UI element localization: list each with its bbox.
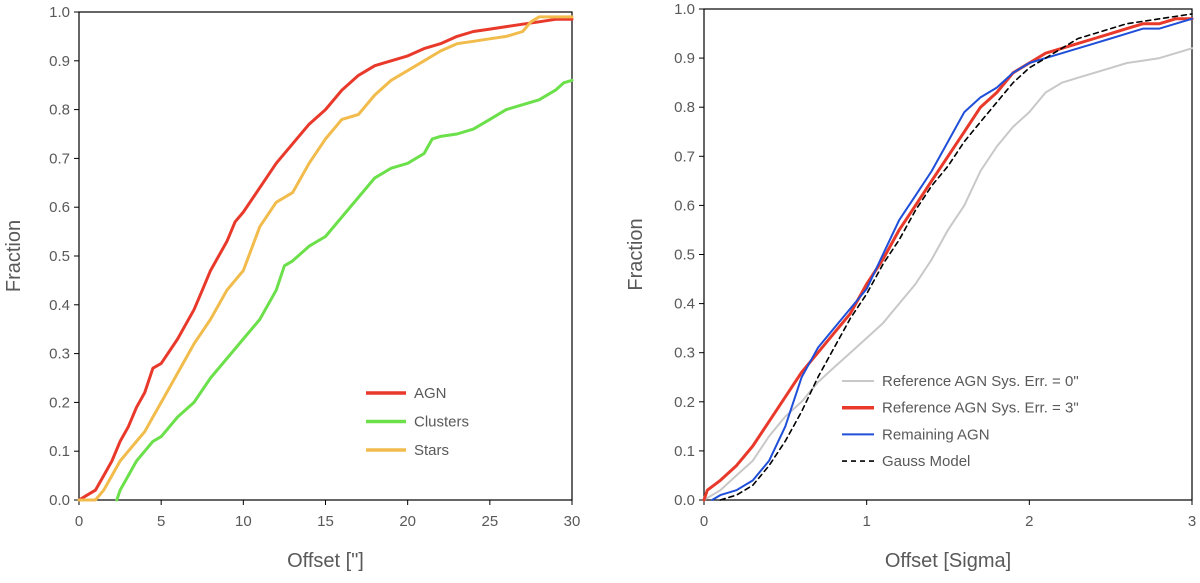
x-tick-label: 3 xyxy=(1188,513,1196,530)
legend-label: AGN xyxy=(414,385,447,402)
plot-frame xyxy=(78,11,573,501)
y-tick-label: 0.0 xyxy=(49,492,70,509)
y-tick-label: 0.9 xyxy=(674,50,695,67)
x-tick-label: 1 xyxy=(862,513,870,530)
legend: AGN Clusters Stars xyxy=(366,385,469,459)
series-line-reference-agn-sys-err-3 xyxy=(702,17,1194,502)
series-line-gauss-model xyxy=(719,13,1193,501)
y-tick-label: 0.1 xyxy=(674,443,695,460)
y-tick-label: 0.0 xyxy=(674,492,695,509)
x-tick-label: 10 xyxy=(235,513,252,530)
y-axis-label: Fraction xyxy=(625,218,647,290)
y-axis-label: Fraction xyxy=(3,220,25,292)
y-tick-label: 0.2 xyxy=(674,394,695,411)
series-lines xyxy=(77,15,574,502)
legend-label: Reference AGN Sys. Err. = 0" xyxy=(882,373,1079,390)
y-tick-label: 0.5 xyxy=(49,248,70,265)
y-tick-label: 0.6 xyxy=(49,199,70,216)
legend-label: Stars xyxy=(414,442,449,459)
legend-label: Gauss Model xyxy=(882,453,970,470)
series-line-stars xyxy=(77,15,574,502)
x-axis-label: Offset ["] xyxy=(287,550,364,572)
x-tick-label: 15 xyxy=(317,513,334,530)
legend-label: Remaining AGN xyxy=(882,426,990,443)
y-tick-label: 0.8 xyxy=(49,102,70,119)
series-line-clusters xyxy=(115,78,574,502)
x-tick-label: 0 xyxy=(700,513,708,530)
x-tick-label: 30 xyxy=(564,513,581,530)
y-tick-label: 0.3 xyxy=(674,345,695,362)
chart-offset-arcsec: 0.0 0.1 0.2 0.3 0.4 0.5 0.6 0.7 0.8 0.9 1.0 0 5 10 15 2… xyxy=(3,4,580,572)
x-tick-label: 0 xyxy=(75,513,83,530)
legend-label: Reference AGN Sys. Err. = 3" xyxy=(882,400,1079,417)
legend: Reference AGN Sys. Err. = 0" Reference AG… xyxy=(842,373,1079,470)
series-line-remaining-agn xyxy=(711,17,1193,501)
y-tick-label: 0.3 xyxy=(49,346,70,363)
y-tick-label: 1.0 xyxy=(49,4,70,21)
y-tick-label: 0.6 xyxy=(674,197,695,214)
x-axis-label: Offset [Sigma] xyxy=(885,550,1011,572)
y-tick-label: 0.4 xyxy=(674,296,695,313)
y-tick-label: 0.8 xyxy=(674,99,695,116)
series-lines xyxy=(702,13,1194,502)
y-tick-label: 0.7 xyxy=(49,150,70,167)
x-tick-label: 20 xyxy=(399,513,416,530)
y-tick-label: 0.5 xyxy=(674,247,695,264)
series-line-reference-agn-sys-err-0 xyxy=(703,47,1193,501)
chart-offset-sigma: 0.0 0.1 0.2 0.3 0.4 0.5 0.6 0.7 0.8 0.9 1.0 0 1 2 3 Off… xyxy=(625,1,1196,572)
legend-label: Clusters xyxy=(414,414,469,431)
y-tick-label: 0.9 xyxy=(49,53,70,70)
y-tick-label: 1.0 xyxy=(674,1,695,18)
x-tick-label: 5 xyxy=(157,513,165,530)
x-tick-label: 2 xyxy=(1025,513,1033,530)
y-tick-label: 0.7 xyxy=(674,148,695,165)
y-tick-label: 0.4 xyxy=(49,297,70,314)
y-tick-label: 0.1 xyxy=(49,443,70,460)
y-tick-label: 0.2 xyxy=(49,394,70,411)
series-line-agn xyxy=(77,17,574,502)
x-tick-label: 25 xyxy=(481,513,498,530)
